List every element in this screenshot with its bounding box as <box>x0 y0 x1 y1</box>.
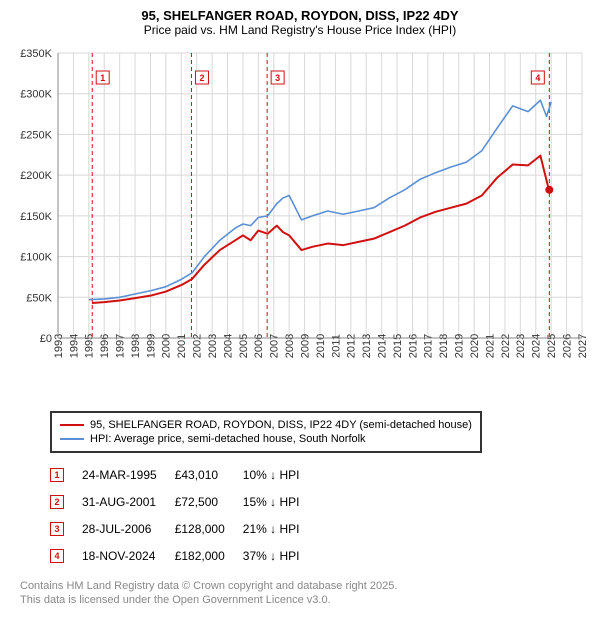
sale-price: £182,000 <box>175 542 243 569</box>
svg-text:£0: £0 <box>40 333 52 345</box>
svg-text:1993: 1993 <box>53 334 65 358</box>
svg-text:2018: 2018 <box>438 334 450 358</box>
sale-price: £72,500 <box>175 488 243 515</box>
svg-text:2025: 2025 <box>546 334 558 358</box>
svg-text:2001: 2001 <box>176 334 188 358</box>
sales-tbody: 1 24-MAR-1995£43,01010% ↓ HPI 2 31-AUG-2001… <box>50 461 317 569</box>
sale-delta: 21% ↓ HPI <box>243 515 318 542</box>
svg-text:2005: 2005 <box>238 334 250 358</box>
sale-date: 24-MAR-1995 <box>82 461 175 488</box>
sale-delta: 10% ↓ HPI <box>243 461 318 488</box>
svg-text:1994: 1994 <box>68 334 80 358</box>
svg-text:2: 2 <box>199 73 204 83</box>
sale-date: 18-NOV-2024 <box>82 542 175 569</box>
table-row: 3 28-JUL-2006£128,00021% ↓ HPI <box>50 515 317 542</box>
svg-text:2017: 2017 <box>423 334 435 358</box>
svg-text:2020: 2020 <box>469 334 481 358</box>
svg-text:2024: 2024 <box>531 334 543 358</box>
table-row: 2 31-AUG-2001£72,50015% ↓ HPI <box>50 488 317 515</box>
sale-date: 31-AUG-2001 <box>82 488 175 515</box>
sale-marker: 3 <box>50 522 64 536</box>
legend-item: 95, SHELFANGER ROAD, ROYDON, DISS, IP22 … <box>60 419 472 431</box>
svg-text:2010: 2010 <box>315 334 327 358</box>
svg-text:£100K: £100K <box>20 252 52 264</box>
svg-text:1997: 1997 <box>114 334 126 358</box>
legend: 95, SHELFANGER ROAD, ROYDON, DISS, IP22 … <box>50 411 482 453</box>
svg-text:3: 3 <box>275 73 280 83</box>
attribution-line: Contains HM Land Registry data © Crown c… <box>20 579 590 593</box>
sale-price: £43,010 <box>175 461 243 488</box>
legend-swatch <box>60 438 84 440</box>
svg-text:£350K: £350K <box>20 48 52 60</box>
sales-table: 1 24-MAR-1995£43,01010% ↓ HPI 2 31-AUG-2001… <box>50 461 317 569</box>
svg-text:2026: 2026 <box>561 334 573 358</box>
svg-text:2012: 2012 <box>346 334 358 358</box>
svg-text:£150K: £150K <box>20 211 52 223</box>
svg-text:£50K: £50K <box>26 292 52 304</box>
svg-text:2002: 2002 <box>192 334 204 358</box>
chart-area: £0 £50K £100K £150K £200K £250K £300K £350K 1993… <box>10 43 590 403</box>
svg-text:2023: 2023 <box>515 334 527 358</box>
svg-text:2000: 2000 <box>161 334 173 358</box>
svg-text:2009: 2009 <box>299 334 311 358</box>
legend-swatch <box>60 424 84 426</box>
svg-text:2008: 2008 <box>284 334 296 358</box>
svg-text:2014: 2014 <box>376 334 388 358</box>
sale-price: £128,000 <box>175 515 243 542</box>
svg-text:4: 4 <box>535 73 540 83</box>
chart-title: 95, SHELFANGER ROAD, ROYDON, DISS, IP22 … <box>10 8 590 23</box>
attribution: Contains HM Land Registry data © Crown c… <box>20 579 590 608</box>
sale-date: 28-JUL-2006 <box>82 515 175 542</box>
svg-text:1: 1 <box>100 73 105 83</box>
svg-text:2021: 2021 <box>484 334 496 358</box>
svg-text:£200K: £200K <box>20 170 52 182</box>
sale-delta: 37% ↓ HPI <box>243 542 318 569</box>
svg-text:1998: 1998 <box>130 334 142 358</box>
table-row: 4 18-NOV-2024£182,00037% ↓ HPI <box>50 542 317 569</box>
attribution-line: This data is licensed under the Open Gov… <box>20 593 590 607</box>
svg-text:2006: 2006 <box>253 334 265 358</box>
sale-marker: 4 <box>50 549 64 563</box>
sale-delta: 15% ↓ HPI <box>243 488 318 515</box>
svg-text:2015: 2015 <box>392 334 404 358</box>
svg-text:1999: 1999 <box>145 334 157 358</box>
svg-text:2004: 2004 <box>222 334 234 358</box>
legend-label: 95, SHELFANGER ROAD, ROYDON, DISS, IP22 … <box>90 419 472 431</box>
table-row: 1 24-MAR-1995£43,01010% ↓ HPI <box>50 461 317 488</box>
svg-text:1996: 1996 <box>99 334 111 358</box>
svg-text:2019: 2019 <box>454 334 466 358</box>
svg-text:2022: 2022 <box>500 334 512 358</box>
svg-text:£250K: £250K <box>20 129 52 141</box>
svg-text:£300K: £300K <box>20 89 52 101</box>
chart-subtitle: Price paid vs. HM Land Registry's House … <box>10 23 590 37</box>
sale-marker: 1 <box>50 468 64 482</box>
line-chart: £0 £50K £100K £150K £200K £250K £300K £350K 1993… <box>10 43 590 403</box>
svg-text:2016: 2016 <box>407 334 419 358</box>
legend-label: HPI: Average price, semi-detached house,… <box>90 433 366 445</box>
svg-text:2003: 2003 <box>207 334 219 358</box>
svg-text:1995: 1995 <box>84 334 96 358</box>
sale-marker: 2 <box>50 495 64 509</box>
svg-text:2027: 2027 <box>577 334 589 358</box>
svg-text:2007: 2007 <box>269 334 281 358</box>
legend-item: HPI: Average price, semi-detached house,… <box>60 433 472 445</box>
svg-text:2013: 2013 <box>361 334 373 358</box>
